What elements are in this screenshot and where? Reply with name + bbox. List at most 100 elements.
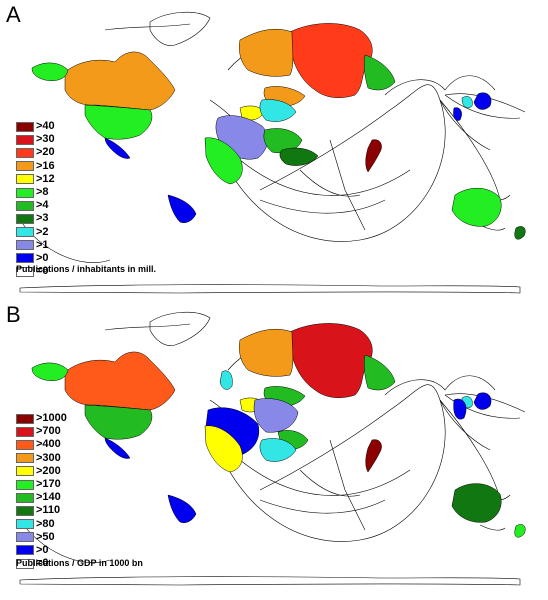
legend-entry: >1 [16, 239, 55, 252]
legend-caption: Publications / inhabitants in mill. [16, 264, 157, 274]
legend-entry: >0 [16, 544, 67, 557]
region-australia-a [451, 188, 502, 227]
legend-label: >20 [36, 146, 55, 159]
legend-label: >0 [36, 251, 49, 264]
region-mexico-a [104, 137, 131, 159]
cartogram-map-b [19, 311, 526, 586]
legend-swatch [16, 266, 34, 277]
region-india-b [365, 439, 382, 473]
legend-swatch [16, 174, 34, 185]
legend-entry: >700 [16, 425, 67, 438]
legend-entry: >16 [16, 160, 55, 173]
legend-label: >40 [36, 120, 55, 133]
legend-caption: Publications / GDP in 1000 bn [16, 558, 143, 568]
legend-label: =0 [36, 557, 49, 570]
region-arabia-a [279, 147, 319, 166]
region-siberia-b [363, 354, 396, 391]
legend-entry: >3 [16, 212, 55, 225]
legend-label: >4 [36, 199, 49, 212]
legend-swatch [16, 479, 34, 490]
panel-label: B [6, 302, 21, 327]
legend-swatch [16, 134, 34, 145]
legend: >1000 >700 >400 >300 >200 >170 >140 >110… [16, 412, 67, 570]
region-scandinavia-b [239, 329, 294, 377]
legend-label: >30 [36, 133, 55, 146]
legend-swatch [16, 413, 34, 424]
region-arabia-b [259, 438, 297, 462]
legend-label: >110 [36, 504, 61, 517]
legend-label: >12 [36, 172, 55, 185]
legend-label: >8 [36, 186, 49, 199]
legend-swatch [16, 558, 34, 569]
region-africa-north-b [204, 425, 243, 473]
legend-entry: >200 [16, 465, 67, 478]
legend-swatch [16, 492, 34, 503]
legend-label: >170 [36, 478, 61, 491]
legend-label: >200 [36, 464, 61, 477]
legend-swatch [16, 121, 34, 132]
region-scandinavia-a [239, 29, 294, 77]
region-india-a [365, 139, 382, 173]
legend-entry: >2 [16, 226, 55, 239]
legend-entry: >40 [16, 120, 55, 133]
legend-swatch [16, 453, 34, 464]
region-usa-b [84, 404, 153, 440]
legend-label: >140 [36, 491, 61, 504]
region-east-asia-a [461, 96, 473, 109]
legend-entry: >300 [16, 452, 67, 465]
legend-swatch [16, 227, 34, 238]
legend-swatch [16, 161, 34, 172]
legend-entry: =0 [16, 265, 55, 278]
region-alaska-a [31, 62, 69, 81]
region-russia-a [289, 23, 373, 98]
panel-b: B >1000 >700 >400 >300 >200 >170 >140 >1… [0, 300, 548, 600]
legend: >40 >30 >20 >16 >12 >8 >4 >3 >2 >1 >0 =0 [16, 120, 55, 278]
legend-swatch [16, 187, 34, 198]
region-japan-a [473, 92, 492, 110]
legend-entry: >80 [16, 518, 67, 531]
region-africa-north-a [204, 137, 243, 185]
legend-swatch [16, 426, 34, 437]
region-canada-a [64, 51, 176, 111]
legend-swatch [16, 532, 34, 543]
panel-a: A >40 >30 >20 >16 >12 >8 >4 >3 >2 >1 >0 … [6, 2, 526, 294]
region-japan-south-b [453, 398, 467, 420]
legend-swatch [16, 439, 34, 450]
legend-swatch [16, 200, 34, 211]
legend-swatch [16, 213, 34, 224]
legend-swatch [16, 253, 34, 264]
region-europe-west-a [259, 99, 297, 122]
legend-swatch [16, 505, 34, 516]
legend-swatch [16, 240, 34, 251]
legend-label: >50 [36, 530, 55, 543]
legend-swatch [16, 147, 34, 158]
region-new-zealand-a [514, 226, 526, 240]
legend-entry: >30 [16, 133, 55, 146]
legend-entry: >50 [16, 531, 67, 544]
legend-label: >400 [36, 438, 61, 451]
legend-entry: >110 [16, 504, 67, 517]
legend-label: >700 [36, 425, 61, 438]
legend-entry: >4 [16, 199, 55, 212]
legend-label: >1000 [36, 412, 67, 425]
region-alaska-b [31, 362, 69, 381]
region-south-america-a [167, 194, 197, 223]
legend-label: >300 [36, 451, 61, 464]
legend-swatch [16, 466, 34, 477]
legend-label: >1 [36, 238, 49, 251]
legend-entry: >140 [16, 491, 67, 504]
legend-label: =0 [36, 265, 49, 278]
legend-entry: >400 [16, 438, 67, 451]
region-south-america-b [167, 494, 197, 523]
legend-label: >0 [36, 543, 49, 556]
region-russia-b [289, 323, 373, 398]
region-japan-b [473, 392, 492, 410]
legend-entry: >1000 [16, 412, 67, 425]
legend-entry: =0 [16, 557, 67, 570]
legend-label: >3 [36, 212, 49, 225]
panel-label: A [6, 2, 21, 27]
legend-label: >80 [36, 517, 55, 530]
legend-swatch [16, 519, 34, 530]
region-cyan-west-b [219, 370, 233, 390]
legend-swatch [16, 545, 34, 556]
